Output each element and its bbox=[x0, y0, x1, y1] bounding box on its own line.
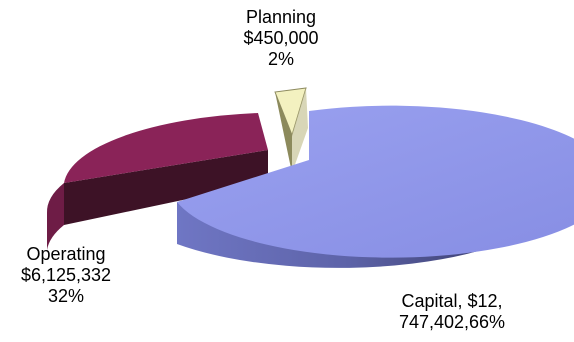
label-operating-line-2: $6,125,332 bbox=[20, 265, 112, 285]
slice-operating bbox=[46, 113, 268, 250]
label-operating-line-3: 32% bbox=[47, 286, 85, 306]
label-planning-line-1: Planning bbox=[245, 7, 317, 27]
label-planning-line-2: $450,000 bbox=[243, 28, 319, 48]
slice-operating-front bbox=[46, 183, 64, 250]
label-capital-line-1: Capital, $12, bbox=[401, 291, 503, 311]
label-operating-line-1: Operating bbox=[26, 244, 106, 264]
slice-operating-side bbox=[64, 150, 268, 225]
label-capital: Capital, $12, 747,402,66% bbox=[377, 291, 527, 333]
label-planning: Planning $450,000 2% bbox=[226, 7, 336, 70]
label-planning-line-3: 2% bbox=[267, 49, 294, 69]
slice-planning-side bbox=[275, 92, 292, 173]
slice-capital bbox=[177, 105, 574, 268]
slice-operating-top bbox=[64, 113, 268, 183]
slice-planning bbox=[274, 87, 308, 173]
slice-planning-front bbox=[292, 88, 308, 173]
label-capital-line-2: 747,402,66% bbox=[398, 312, 506, 332]
label-operating: Operating $6,125,332 32% bbox=[6, 244, 126, 307]
slice-capital-top bbox=[177, 105, 574, 258]
